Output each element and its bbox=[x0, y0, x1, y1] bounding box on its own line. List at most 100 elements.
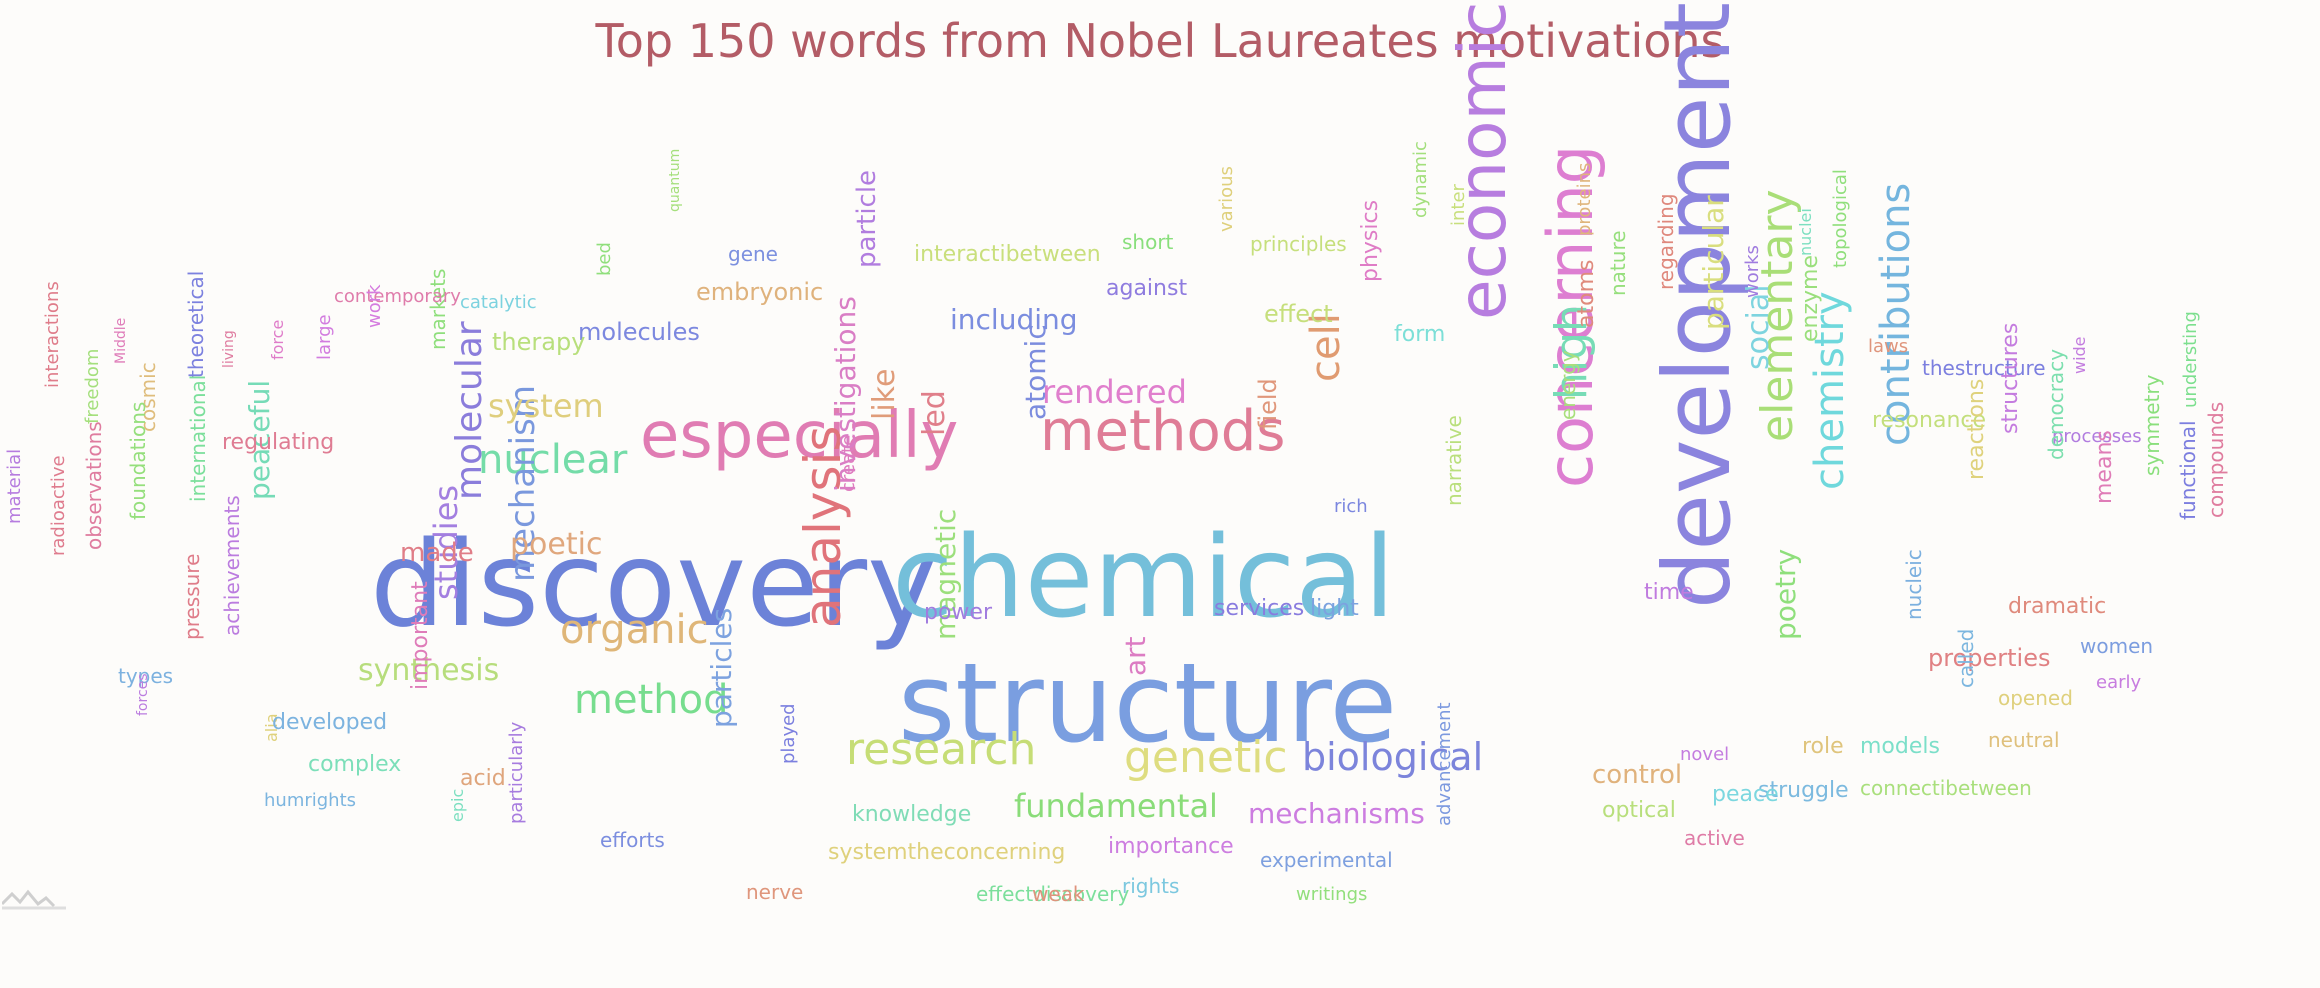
word-88: role bbox=[1802, 734, 1844, 759]
word-143: effectdiscovery bbox=[976, 882, 1130, 906]
word-11: biological bbox=[1302, 735, 1484, 779]
word-84: opened bbox=[1998, 686, 2073, 710]
word-141: played bbox=[778, 703, 799, 764]
word-0: discovery bbox=[370, 515, 938, 653]
word-100: services bbox=[1214, 596, 1305, 621]
word-48: importance bbox=[1108, 834, 1234, 859]
word-23: molecular bbox=[449, 321, 490, 500]
word-81: dramatic bbox=[2008, 594, 2107, 619]
word-67: topological bbox=[1830, 169, 1851, 268]
word-105: principles bbox=[1250, 232, 1347, 256]
word-77: symmetry bbox=[2140, 374, 2164, 476]
word-54: regulating bbox=[222, 430, 335, 455]
word-101: power bbox=[924, 600, 992, 625]
word-134: complex bbox=[308, 752, 402, 777]
word-51: embryonic bbox=[696, 278, 824, 306]
word-137: epic bbox=[448, 788, 467, 822]
word-116: force bbox=[268, 319, 287, 360]
word-87: nucleic bbox=[1902, 549, 1926, 620]
word-52: molecules bbox=[578, 318, 700, 346]
word-140: efforts bbox=[600, 828, 665, 852]
word-111: catalytic bbox=[460, 292, 537, 313]
word-31: made bbox=[400, 538, 474, 568]
word-112: contemporary bbox=[334, 286, 461, 307]
chart-title: Top 150 words from Nobel Laureates motiv… bbox=[595, 14, 1725, 68]
word-16: organic bbox=[560, 607, 709, 653]
word-107: dynamic bbox=[1410, 141, 1431, 218]
word-35: particles bbox=[705, 607, 738, 728]
word-123: material bbox=[4, 448, 25, 524]
word-120: Middle bbox=[113, 317, 129, 364]
word-57: markets bbox=[426, 268, 450, 350]
word-62: proteins bbox=[1574, 162, 1595, 236]
word-80: compounds bbox=[2204, 401, 2228, 518]
word-43: field bbox=[1254, 378, 1282, 430]
word-20: fundamental bbox=[1014, 787, 1218, 825]
word-136: important bbox=[408, 581, 433, 690]
word-94: optical bbox=[1602, 798, 1676, 823]
word-85: neutral bbox=[1988, 728, 2060, 752]
word-45: control bbox=[1592, 760, 1683, 790]
word-66: nuclei bbox=[1796, 208, 1815, 256]
word-103: interactibetween bbox=[914, 242, 1101, 267]
word-121: freedom bbox=[82, 348, 103, 424]
word-78: understing bbox=[2180, 311, 2201, 408]
word-89: models bbox=[1860, 734, 1940, 759]
word-138: acid bbox=[460, 766, 506, 791]
word-92: peace bbox=[1712, 782, 1779, 807]
word-104: short bbox=[1122, 230, 1174, 254]
word-63: regarding bbox=[1654, 193, 1678, 290]
word-7: methods bbox=[1040, 399, 1286, 464]
word-139: particularly bbox=[506, 721, 527, 824]
word-70: resonance bbox=[1872, 408, 1987, 433]
word-125: observations bbox=[82, 421, 106, 550]
word-146: writings bbox=[1296, 884, 1368, 905]
word-2: structure bbox=[898, 639, 1398, 767]
word-114: work bbox=[364, 284, 385, 328]
word-145: rights bbox=[1122, 874, 1180, 898]
word-135: humrights bbox=[264, 790, 357, 811]
word-59: energy bbox=[1556, 350, 1580, 420]
word-44: properties bbox=[1928, 644, 2051, 672]
word-65: enzyme bbox=[1798, 254, 1823, 342]
word-50: effect bbox=[1264, 300, 1333, 328]
word-15: nuclear bbox=[478, 437, 628, 483]
word-144: weak bbox=[1032, 882, 1085, 906]
word-93: novel bbox=[1680, 744, 1730, 765]
word-58: physics bbox=[1358, 199, 1383, 282]
word-127: international bbox=[186, 374, 210, 502]
word-124: radioactive bbox=[48, 455, 69, 556]
word-72: wide bbox=[2070, 336, 2089, 374]
word-39: art bbox=[1119, 636, 1152, 676]
word-129: pressure bbox=[180, 553, 204, 640]
word-71: processes bbox=[2052, 426, 2142, 447]
word-61: nature bbox=[1606, 230, 1630, 296]
word-99: light bbox=[1310, 596, 1359, 621]
word-34: atomic bbox=[1019, 324, 1052, 420]
word-64: works bbox=[1742, 245, 1763, 298]
word-117: living bbox=[221, 330, 237, 368]
word-106: various bbox=[1216, 166, 1237, 232]
word-113: bed bbox=[594, 242, 615, 276]
word-118: theoretical bbox=[184, 270, 208, 378]
word-55: against bbox=[1106, 276, 1188, 301]
word-9: research bbox=[846, 724, 1037, 775]
word-46: knowledge bbox=[852, 802, 972, 827]
word-30: poetic bbox=[510, 527, 603, 562]
word-95: active bbox=[1684, 826, 1745, 850]
word-26: synthesis bbox=[358, 653, 500, 688]
word-49: experimental bbox=[1260, 848, 1393, 872]
word-41: poetry bbox=[1769, 548, 1802, 640]
word-73: structures bbox=[1998, 322, 2023, 434]
word-142: nerve bbox=[746, 880, 804, 904]
word-75: democracy bbox=[2044, 348, 2068, 460]
word-38: led bbox=[917, 390, 952, 436]
word-96: time bbox=[1644, 580, 1694, 605]
word-98: rich bbox=[1334, 496, 1368, 517]
word-69: thestructure bbox=[1922, 356, 2046, 380]
word-131: forces bbox=[135, 673, 151, 716]
word-27: mechanisms bbox=[1248, 797, 1425, 830]
word-110: quantum bbox=[667, 148, 683, 212]
word-47: systemtheconcerning bbox=[828, 840, 1066, 865]
word-79: functional bbox=[2176, 420, 2200, 520]
